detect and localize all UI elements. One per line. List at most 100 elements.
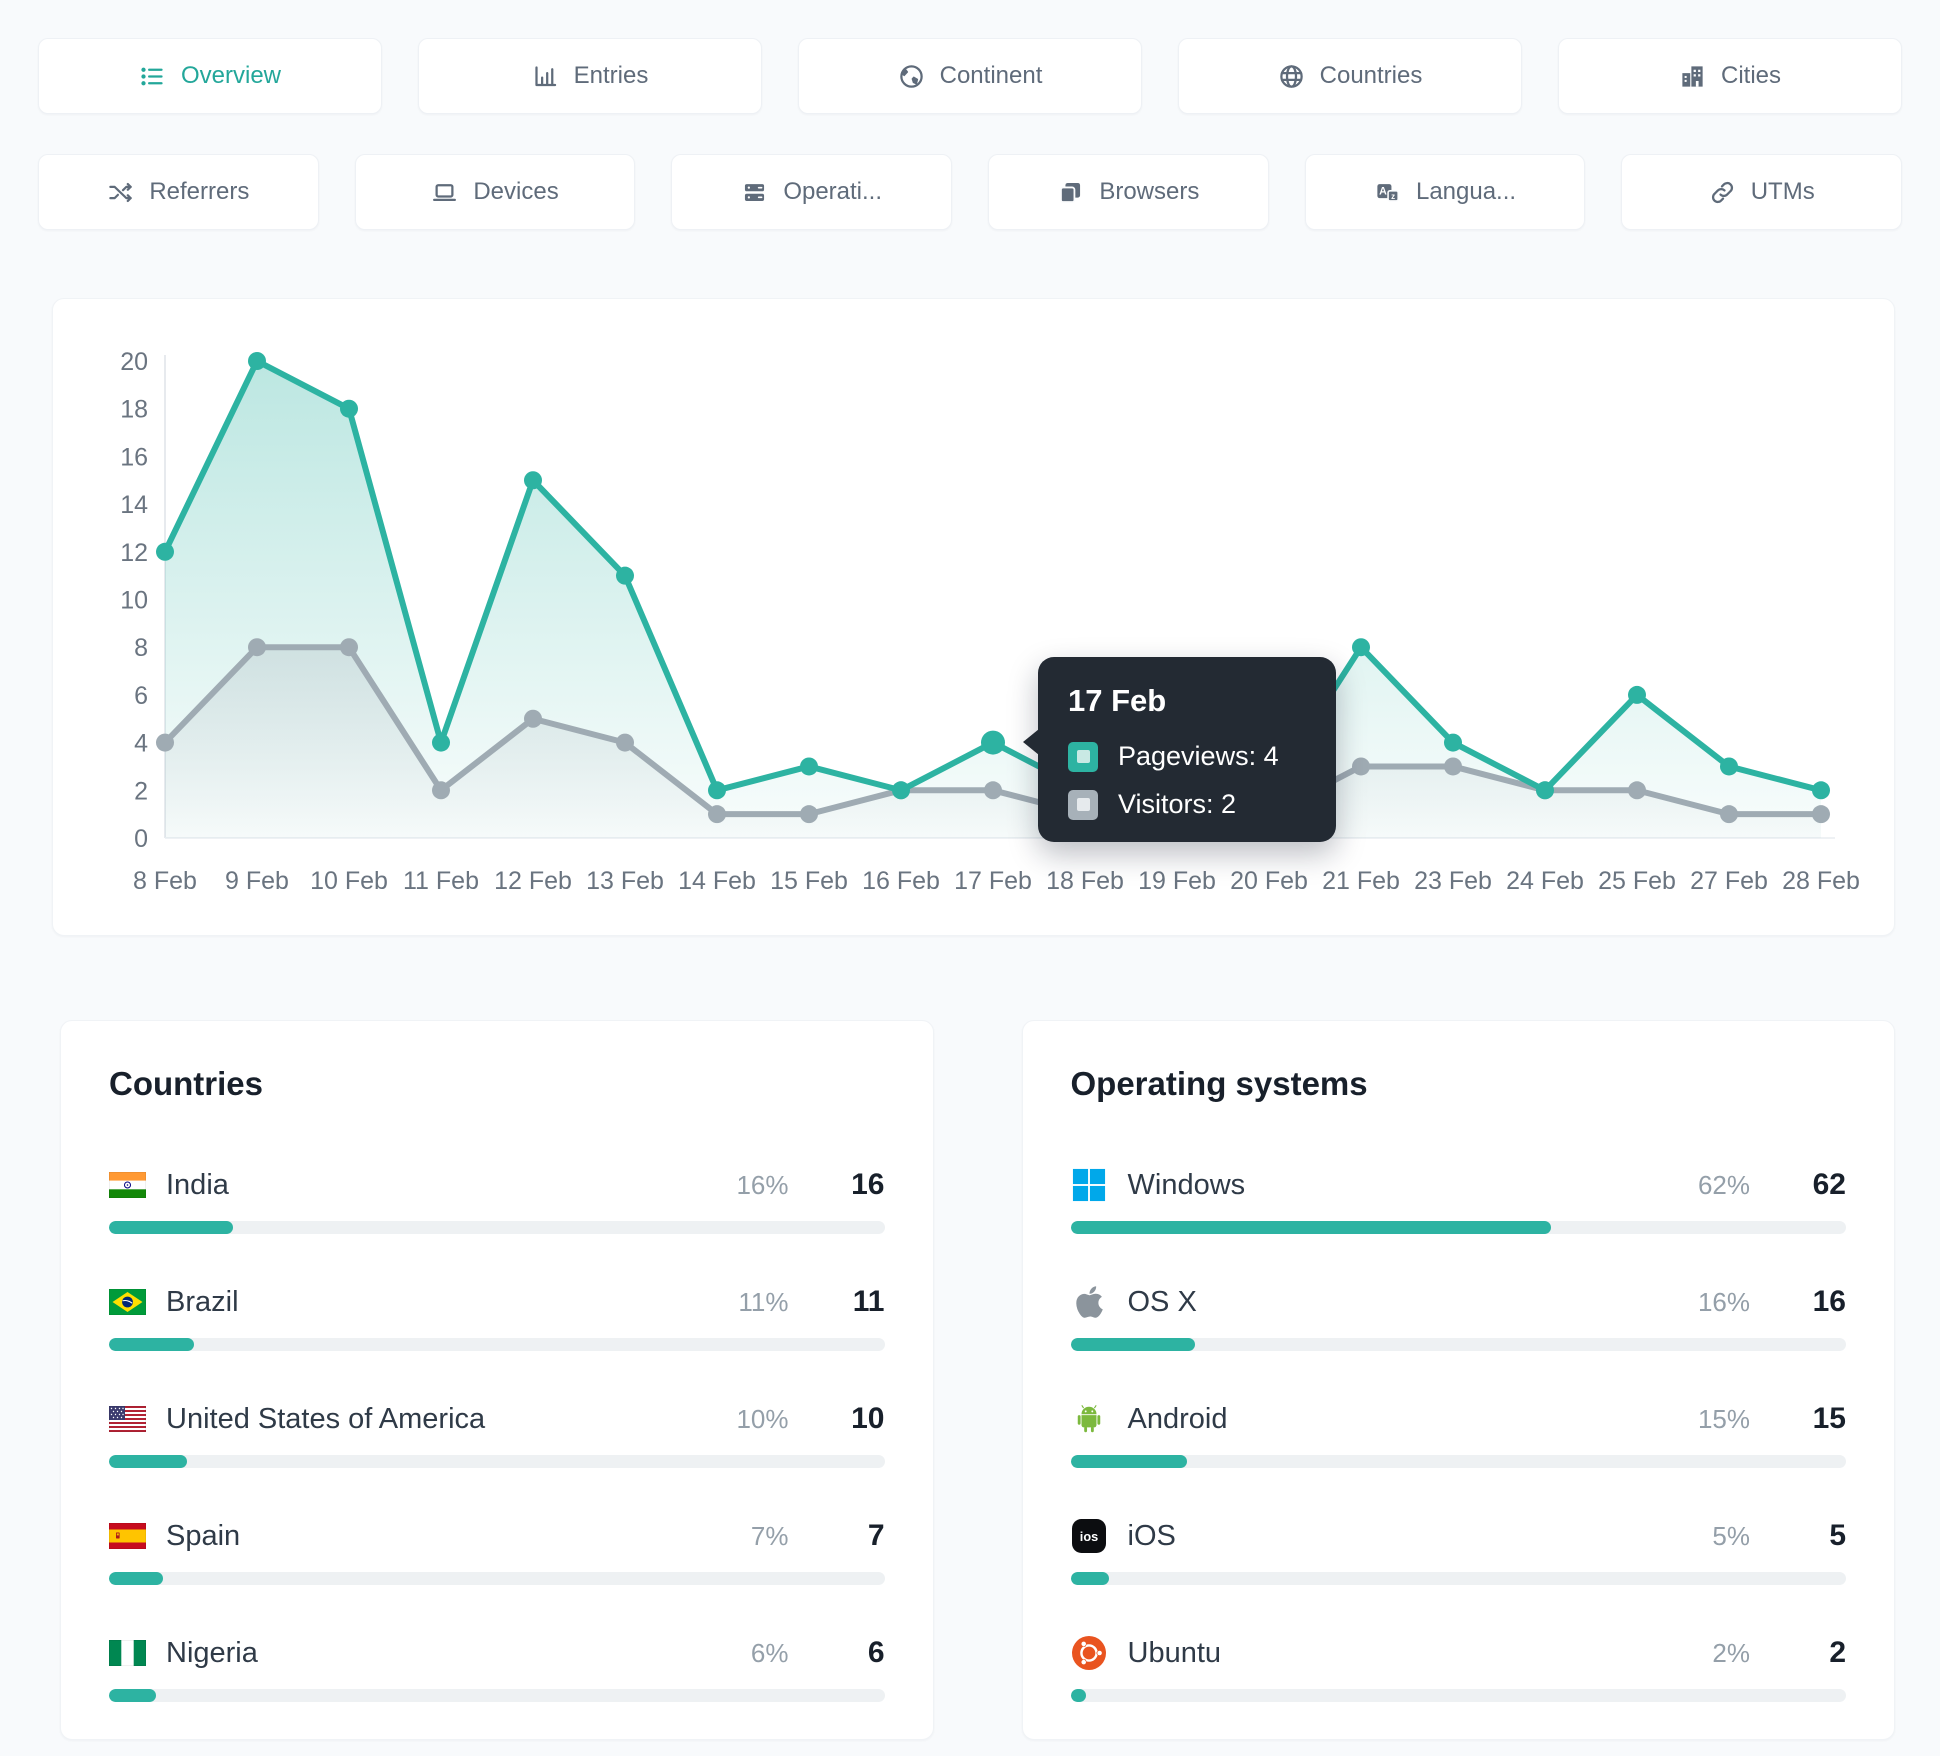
tab-entries[interactable]: Entries <box>418 38 762 114</box>
x-tick-label: 12 Feb <box>494 867 572 895</box>
flag-brazil-icon <box>109 1289 146 1315</box>
stat-progress-fill <box>109 1221 234 1234</box>
stat-value: 62 <box>1812 1168 1846 1201</box>
tooltip-arrow-icon <box>1023 729 1039 755</box>
pageviews-point[interactable] <box>248 352 266 370</box>
stat-row-android[interactable]: Android 15% 15 <box>1070 1397 1846 1468</box>
stat-row-spain[interactable]: Spain 7% 7 <box>109 1514 885 1585</box>
traffic-chart[interactable]: 0 2 4 6 8 10 12 14 16 18 20 8 Feb 9 Feb 10 Feb 11 Feb 1… <box>53 301 1896 926</box>
stat-percent: 16% <box>1697 1286 1750 1317</box>
stat-progress-fill <box>1070 1338 1195 1351</box>
pageviews-point[interactable] <box>1352 638 1370 657</box>
y-tick-label: 2 <box>134 777 148 805</box>
tab-devices[interactable]: Devices <box>354 154 636 230</box>
pageviews-point[interactable] <box>616 566 634 585</box>
visitors-point[interactable] <box>708 805 726 824</box>
visitors-point[interactable] <box>340 638 358 657</box>
stat-head: United States of America 10% 10 <box>109 1397 885 1441</box>
pageviews-point[interactable] <box>432 733 450 752</box>
stat-percent: 15% <box>1697 1403 1750 1434</box>
pageviews-point[interactable] <box>156 542 174 561</box>
visitors-point[interactable] <box>1628 781 1646 800</box>
stat-progress-fill <box>109 1455 187 1468</box>
y-tick-label: 8 <box>134 634 148 662</box>
stat-row-united-states-of-america[interactable]: United States of America 10% 10 <box>109 1397 885 1468</box>
tab-browsers[interactable]: Browsers <box>988 154 1269 230</box>
tooltip-row-text: Visitors: 2 <box>1118 789 1237 819</box>
visitors-point[interactable] <box>984 781 1002 800</box>
visitors-point[interactable] <box>156 733 174 752</box>
x-tick-label: 15 Feb <box>770 867 848 895</box>
stat-row-india[interactable]: India 16% 16 <box>109 1163 885 1234</box>
stat-progress-track <box>109 1338 885 1351</box>
pageviews-point[interactable] <box>892 781 910 800</box>
stat-name: Brazil <box>166 1285 239 1318</box>
stat-value: 7 <box>867 1519 885 1552</box>
pageviews-point[interactable] <box>1444 733 1462 752</box>
visitors-point[interactable] <box>524 709 542 728</box>
stat-name: Android <box>1127 1402 1228 1435</box>
stat-row-brazil[interactable]: Brazil 11% 11 <box>109 1280 885 1351</box>
stat-progress-fill <box>109 1572 164 1585</box>
visitors-point[interactable] <box>800 805 818 824</box>
stat-row-ios[interactable]: ios iOS 5% 5 <box>1070 1514 1846 1585</box>
x-tick-label: 14 Feb <box>678 867 756 895</box>
stat-value: 16 <box>851 1168 885 1201</box>
pageviews-point[interactable] <box>800 757 818 776</box>
tab-label: UTMs <box>1750 178 1815 205</box>
x-tick-label: 11 Feb <box>403 867 479 895</box>
stat-progress-track <box>109 1689 885 1702</box>
visitors-point[interactable] <box>1720 805 1738 824</box>
visitors-point[interactable] <box>1812 805 1830 824</box>
stat-progress-fill <box>1070 1455 1187 1468</box>
tab-cities[interactable]: Cities <box>1558 38 1902 114</box>
visitors-point[interactable] <box>248 638 266 657</box>
visitors-point[interactable] <box>432 781 450 800</box>
tab-label: Operati... <box>783 178 883 205</box>
pageviews-point[interactable] <box>340 399 358 418</box>
pageviews-point[interactable] <box>1628 685 1646 704</box>
pageviews-point[interactable] <box>1812 781 1830 800</box>
stat-name: Windows <box>1127 1168 1246 1201</box>
stat-row-nigeria[interactable]: Nigeria 6% 6 <box>109 1631 885 1702</box>
tab-overview[interactable]: Overview <box>38 38 382 114</box>
y-tick-label: 12 <box>120 539 148 567</box>
stat-head: Android 15% 15 <box>1071 1397 1846 1441</box>
tab-utms[interactable]: UTMs <box>1621 154 1903 230</box>
pageviews-point[interactable] <box>524 471 542 490</box>
stat-row-ubuntu[interactable]: Ubuntu 2% 2 <box>1070 1631 1846 1702</box>
server-icon <box>741 179 768 206</box>
stat-progress-fill <box>109 1338 195 1351</box>
tab-referrers[interactable]: Referrers <box>38 154 319 230</box>
tab-label: Continent <box>939 62 1043 89</box>
visitors-point[interactable] <box>616 733 634 752</box>
panel-title: Operating systems <box>1070 1065 1368 1102</box>
android-logo-icon <box>1071 1401 1108 1437</box>
tooltip-row-visitors: Visitors: 2 <box>1068 789 1306 820</box>
stat-progress-track <box>1070 1221 1846 1234</box>
pageviews-point[interactable] <box>1720 757 1738 776</box>
tab-countries[interactable]: Countries <box>1178 38 1522 114</box>
stat-name: iOS <box>1127 1519 1176 1552</box>
x-tick-label: 20 Feb <box>1230 867 1308 895</box>
tab-label: Overview <box>180 62 282 89</box>
stat-value: 15 <box>1812 1402 1846 1435</box>
stat-value: 11 <box>852 1285 885 1318</box>
pageviews-point[interactable] <box>708 781 726 800</box>
operating-systems-panel: Operating systems Windows 62% 62 OS X 16% 16 A… <box>1021 1020 1895 1740</box>
stat-row-os-x[interactable]: OS X 16% 16 <box>1070 1280 1846 1351</box>
pageviews-point-highlighted[interactable] <box>981 730 1005 755</box>
stat-progress-fill <box>109 1689 156 1702</box>
ios-logo-icon: ios <box>1071 1519 1108 1553</box>
visitors-point[interactable] <box>1352 757 1370 776</box>
apple-logo-icon <box>1071 1284 1108 1320</box>
tab-continent[interactable]: Continent <box>798 38 1142 114</box>
x-tick-label: 13 Feb <box>586 867 664 895</box>
stat-progress-track <box>109 1221 885 1234</box>
tab-operati[interactable]: Operati... <box>671 154 953 230</box>
stat-row-windows[interactable]: Windows 62% 62 <box>1070 1163 1846 1234</box>
pageviews-point[interactable] <box>1536 781 1554 800</box>
visitors-point[interactable] <box>1444 757 1462 776</box>
